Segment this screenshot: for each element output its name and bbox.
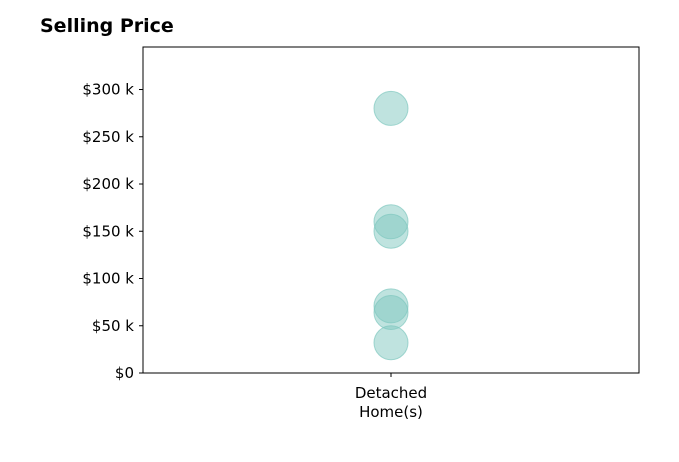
x-axis: Detached Home(s) xyxy=(355,373,427,421)
y-tick-label: $300 k xyxy=(82,81,134,99)
chart-title: Selling Price xyxy=(40,15,174,37)
y-tick-label: $200 k xyxy=(82,175,134,193)
y-tick-label: $100 k xyxy=(82,270,134,288)
y-tick-label: $250 k xyxy=(82,128,134,146)
y-axis: $0 $50 k $100 k $150 k $200 k $250 k $300 k xyxy=(82,81,143,382)
y-tick-label: $0 xyxy=(115,364,134,382)
plot-frame xyxy=(142,46,640,374)
data-point xyxy=(373,325,409,361)
data-point xyxy=(373,90,409,126)
y-tick-label: $150 k xyxy=(82,222,134,240)
data-point xyxy=(373,213,409,249)
y-tick-label: $50 k xyxy=(92,317,134,335)
data-points xyxy=(373,90,409,361)
data-point xyxy=(373,295,409,331)
x-tick-label: Detached Home(s) xyxy=(355,384,427,421)
